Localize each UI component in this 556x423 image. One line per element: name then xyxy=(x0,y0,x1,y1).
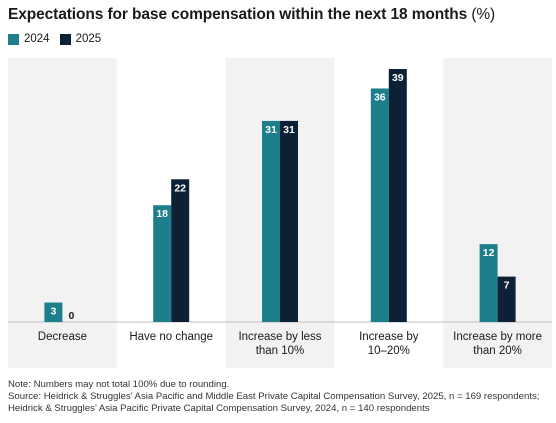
category-label-1-line-0: Have no change xyxy=(129,331,213,343)
data-label-2024-2: 31 xyxy=(265,124,277,136)
legend-item-2024: 2024 xyxy=(8,33,50,45)
legend-item-2025: 2025 xyxy=(59,33,102,45)
category-label-0-line-0: Decrease xyxy=(38,331,87,343)
bar-2024-1 xyxy=(153,205,172,322)
chart-title: Expectations for base compensation withi… xyxy=(8,6,495,24)
category-label-4-line-0: Increase by more xyxy=(453,331,542,343)
bar-2024-4 xyxy=(479,244,498,322)
category-label-4-line-1: than 20% xyxy=(473,345,522,357)
data-label-2025-4: 7 xyxy=(504,280,510,292)
bar-chart: 3 0 Decrease 18 22 Have no change 31 31 Increase… xyxy=(8,58,552,368)
category-label-2-line-1: than 10% xyxy=(256,345,305,357)
legend-swatch-2024 xyxy=(8,33,19,45)
chart-legend: 2024 2025 xyxy=(8,33,111,45)
data-label-2024-3: 36 xyxy=(374,91,386,103)
chart-notes: Note: Numbers may not total 100% due to … xyxy=(8,379,548,415)
bar-2024-3 xyxy=(370,88,389,322)
category-label-3-line-1: 10–20% xyxy=(368,345,410,357)
legend-label-2025: 2025 xyxy=(75,33,102,45)
legend-swatch-2025 xyxy=(59,33,71,45)
data-label-2024-0: 3 xyxy=(50,306,56,318)
data-label-2024-1: 18 xyxy=(156,208,168,220)
data-label-2025-1: 22 xyxy=(174,182,186,194)
data-label-2025-2: 31 xyxy=(283,124,295,136)
data-label-2025-0: 0 xyxy=(68,310,74,322)
category-label-2-line-0: Increase by less xyxy=(238,331,321,343)
note-text: Note: Numbers may not total 100% due to … xyxy=(8,379,230,390)
bar-2024-2 xyxy=(262,120,280,323)
chart-title-text: Expectations for base compensation withi… xyxy=(8,6,468,23)
category-label-3-line-0: Increase by xyxy=(359,331,419,343)
bar-2024-0 xyxy=(44,302,63,322)
data-label-2024-4: 12 xyxy=(483,247,495,259)
bar-2025-2 xyxy=(280,120,298,323)
bar-2025-3 xyxy=(388,69,407,322)
source-text: Source: Heidrick & Struggles’ Asia Pacif… xyxy=(8,391,540,414)
legend-label-2024: 2024 xyxy=(24,33,50,45)
bar-2025-1 xyxy=(171,179,190,322)
bar-2025-4 xyxy=(497,276,516,322)
data-label-2025-3: 39 xyxy=(392,72,404,84)
chart-title-unit: (%) xyxy=(471,6,496,23)
